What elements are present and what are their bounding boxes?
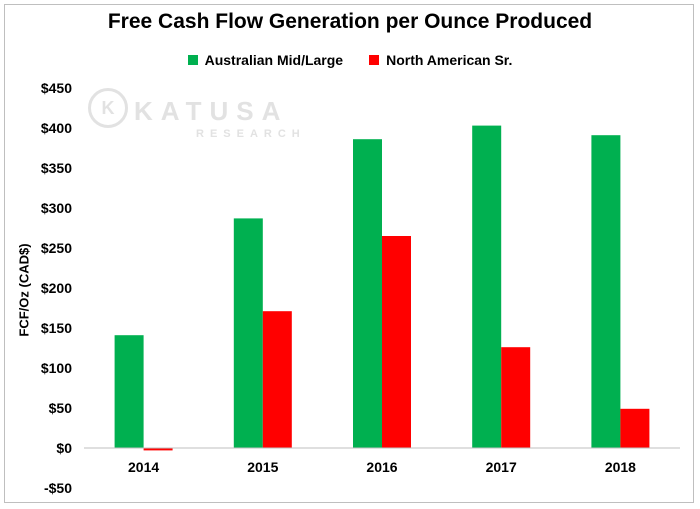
x-tick-label: 2018 [605, 459, 636, 475]
bar-north-american [143, 448, 173, 451]
y-tick-label: $400 [41, 120, 72, 136]
legend-swatch-australian [187, 55, 198, 65]
legend-label-north-american: North American Sr. [386, 52, 513, 68]
y-tick-label: $50 [49, 400, 73, 416]
y-tick-label: $200 [41, 280, 72, 296]
bar-australian [591, 135, 621, 448]
chart-title: Free Cash Flow Generation per Ounce Prod… [107, 10, 593, 33]
y-tick-label: $0 [56, 440, 72, 456]
x-tick-label: 2014 [128, 459, 159, 475]
x-tick-label: 2017 [486, 459, 517, 475]
legend-item-australian: Australian Mid/Large [187, 52, 344, 68]
legend: Australian Mid/Large North American Sr. [0, 52, 700, 68]
y-tick-label: -$50 [44, 480, 72, 496]
watermark-mark: K [88, 88, 128, 128]
watermark-name: KATUSA [134, 96, 289, 126]
y-tick-label: $250 [41, 240, 72, 256]
bar-north-american [501, 347, 531, 448]
y-tick-label: $450 [41, 80, 72, 96]
bar-north-american [262, 311, 292, 448]
bar-north-american [382, 236, 411, 448]
bar-australian [114, 335, 144, 448]
y-tick-label: $150 [41, 320, 72, 336]
legend-item-north-american: North American Sr. [369, 52, 512, 68]
x-tick-label: 2015 [247, 459, 278, 475]
bar-australian [472, 125, 502, 448]
bar-north-american [620, 408, 650, 448]
bar-australian [353, 139, 382, 448]
watermark-sub: RESEARCH [196, 128, 306, 140]
x-tick-label: 2016 [366, 459, 397, 475]
legend-label-australian: Australian Mid/Large [204, 52, 344, 68]
y-tick-label: $100 [41, 360, 72, 376]
y-tick-label: $300 [41, 200, 72, 216]
y-tick-label: $350 [41, 160, 72, 176]
legend-swatch-north-american [369, 55, 380, 65]
bar-australian [233, 218, 263, 448]
